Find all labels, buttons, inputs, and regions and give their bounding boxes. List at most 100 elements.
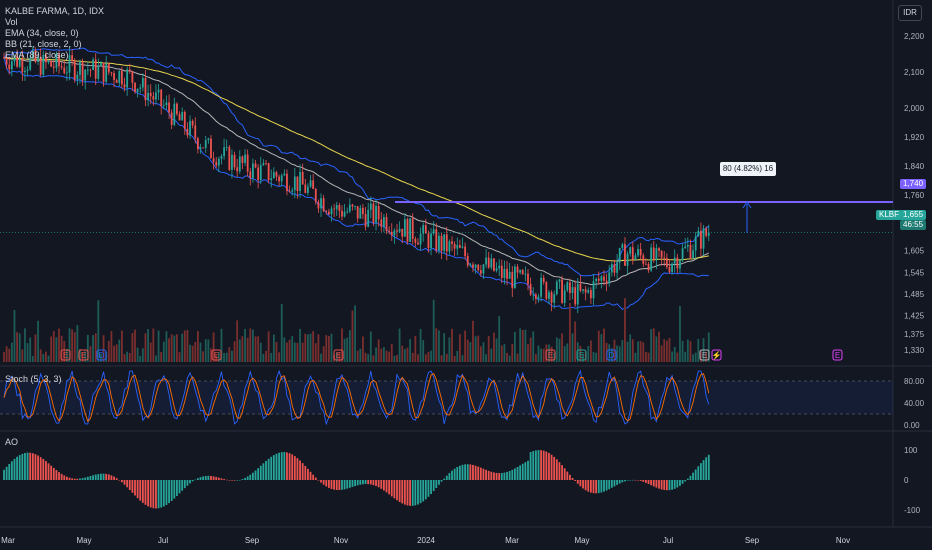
ao-bar [16, 456, 18, 480]
ao-bar [639, 480, 642, 481]
ao-bar [621, 480, 624, 483]
x-tick-label: Nov [836, 536, 850, 545]
volume-bar [498, 315, 501, 362]
ao-bar [542, 450, 545, 480]
ao-bar [409, 480, 411, 506]
candle-body [236, 167, 239, 172]
event-marker-icon[interactable] [96, 349, 107, 361]
candle-body [631, 247, 634, 260]
candle-body [603, 276, 605, 281]
ao-bar [52, 467, 55, 480]
volume-bar [563, 346, 566, 362]
event-marker-icon[interactable] [333, 349, 344, 361]
candle-body [403, 219, 406, 237]
volume-bar [616, 345, 618, 362]
event-marker-icon[interactable] [576, 349, 587, 361]
candle-body [558, 279, 561, 282]
event-marker-icon[interactable] [545, 349, 556, 361]
candle-body [346, 211, 349, 213]
volume-bar [383, 347, 385, 362]
volume-bar [689, 341, 692, 362]
stoch-y-tick: 80.00 [904, 377, 925, 386]
candle-body [272, 172, 275, 179]
volume-bar [107, 340, 110, 362]
event-marker-icon[interactable] [832, 349, 843, 361]
candle-body [464, 246, 467, 256]
level-price-tag: 1,740 [900, 179, 927, 189]
ao-bar [464, 464, 467, 480]
candle-body [186, 128, 189, 136]
ao-bar [540, 450, 542, 480]
volume-bar [100, 353, 102, 362]
volume-bar [686, 339, 689, 362]
volume-bar [595, 352, 598, 362]
volume-bar [97, 300, 100, 362]
event-marker-icon[interactable] [606, 349, 617, 361]
volume-bar [293, 342, 296, 362]
volume-bar [521, 329, 524, 362]
volume-bar [663, 339, 666, 362]
y-tick-label: 1,920 [904, 133, 925, 142]
volume-bar [359, 348, 362, 362]
ao-bar [603, 480, 605, 492]
candle-body [73, 60, 76, 80]
ao-bar [272, 455, 275, 480]
ao-bar [354, 480, 356, 487]
ao-bar [658, 480, 660, 489]
volume-bar [341, 328, 343, 362]
event-marker-icon[interactable] [211, 349, 222, 361]
candle-body [113, 73, 115, 81]
volume-bar [375, 347, 377, 362]
stoch-y-tick: 0.00 [904, 421, 920, 430]
ao-bar [534, 450, 537, 480]
event-marker-icon[interactable] [60, 349, 71, 361]
candle-body [626, 253, 629, 266]
ao-bar [312, 474, 315, 480]
volume-bar [275, 342, 278, 362]
ao-bar [411, 480, 414, 506]
candle-body [86, 69, 89, 71]
ao-bar [121, 480, 123, 483]
ao-bar [84, 477, 87, 480]
volume-bar [634, 352, 637, 362]
ao-bar [220, 478, 223, 480]
legend-ema34: EMA (34, close, 0) [5, 28, 79, 38]
event-marker-icon[interactable] [711, 349, 722, 361]
candle-body [514, 266, 516, 289]
candle-body [673, 257, 676, 264]
volume-bar [647, 352, 650, 362]
stoch-k-line [3, 369, 710, 426]
event-marker-icon[interactable] [78, 349, 89, 361]
ao-bar [181, 480, 184, 491]
x-tick-label: Nov [334, 536, 348, 545]
candle-body [576, 283, 579, 305]
candle-body [55, 54, 58, 68]
currency-button[interactable]: IDR [898, 5, 922, 21]
volume-bar [291, 336, 294, 362]
volume-bar [396, 354, 398, 362]
volume-bar [697, 338, 700, 362]
event-marker-icon[interactable] [699, 349, 710, 361]
candle-body [592, 281, 595, 299]
volume-bar [500, 345, 503, 362]
volume-bar [569, 303, 571, 362]
volume-bar [681, 340, 684, 362]
candle-body [333, 208, 336, 210]
ao-bar [616, 480, 618, 485]
candle-body [60, 66, 63, 68]
ao-bar [506, 471, 508, 480]
candle-body [393, 230, 396, 236]
volume-bar [84, 351, 87, 362]
candle-body [702, 228, 705, 249]
candle-body [50, 61, 53, 67]
ao-bar [613, 480, 616, 487]
ao-bar [401, 480, 404, 504]
volume-bar [524, 329, 527, 362]
volume-bar [267, 331, 270, 362]
volume-bar [335, 352, 338, 362]
ao-bar [597, 480, 600, 494]
candle-body [595, 278, 598, 282]
ao-bar [126, 480, 129, 488]
ao-bar [380, 480, 383, 489]
